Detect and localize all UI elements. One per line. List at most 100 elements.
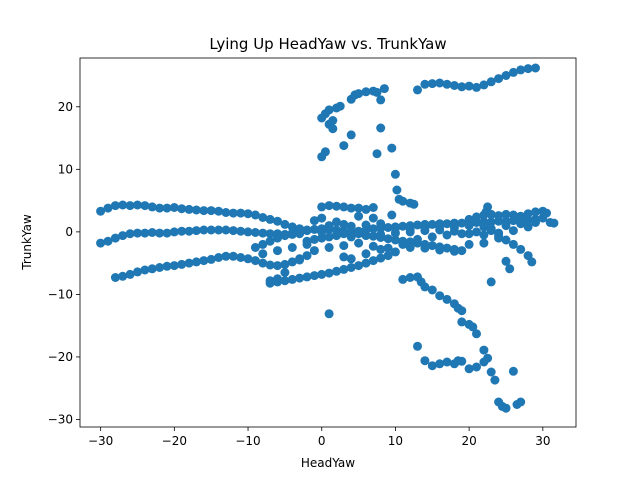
data-point [464,81,474,91]
data-point [372,87,382,97]
data-point [442,243,452,253]
data-point [332,266,341,276]
data-point [457,82,467,92]
data-point [221,225,231,235]
data-point [339,264,349,274]
data-point [542,208,551,218]
data-point [354,261,364,271]
data-point [317,202,327,212]
data-points [96,63,559,413]
data-point [96,238,106,248]
data-point [317,269,327,279]
data-point [258,239,268,249]
data-point [199,256,209,266]
data-point [317,227,327,237]
data-point [346,203,356,213]
data-point [383,243,393,253]
data-point [140,201,150,211]
data-point [206,225,216,235]
data-point [354,238,364,248]
data-point [361,87,371,97]
data-point [457,246,467,256]
data-point [457,218,467,228]
chart-title: Lying Up HeadYaw vs. TrunkYaw [209,35,446,53]
data-point [413,220,422,230]
y-tick-label: −10 [48,287,73,301]
y-tick-label: −30 [48,412,73,426]
data-point [427,79,437,89]
data-point [320,147,330,157]
data-point [508,67,518,77]
data-point [387,210,397,220]
data-point [486,277,496,287]
data-point [376,244,386,254]
x-tick-label: 20 [461,434,476,448]
data-point [243,209,253,219]
data-point [280,219,290,229]
data-point [516,65,526,75]
data-point [368,203,378,212]
data-point [339,141,349,151]
data-point [464,214,474,224]
data-point [169,203,179,212]
data-point [379,84,389,94]
data-point [398,274,408,284]
data-point [118,271,128,281]
data-point [361,204,371,214]
data-point [479,238,489,248]
data-point [501,403,511,413]
data-point [420,79,430,89]
data-point [346,263,356,272]
data-point [324,243,334,252]
data-point [339,252,349,262]
data-point [191,205,201,215]
x-tick-label: −30 [88,434,113,448]
data-point [273,246,282,256]
data-point [368,224,378,234]
data-point [250,210,260,220]
data-point [405,224,415,234]
data-point [199,225,209,235]
data-point [361,258,371,268]
data-point [494,233,504,243]
data-point [392,185,402,195]
plot-frame [79,57,577,428]
data-point [472,212,481,222]
data-point [265,236,275,246]
data-point [184,258,194,268]
data-point [324,309,334,319]
data-point [501,235,511,245]
data-point [354,89,364,99]
data-point [332,201,341,211]
data-point [398,196,408,206]
data-point [486,209,496,219]
x-axis-label: HeadYaw [301,456,355,470]
data-point [346,130,356,140]
data-point [486,367,496,377]
data-point [236,208,246,218]
data-point [191,257,201,267]
data-point [435,359,445,369]
data-point [295,273,305,283]
data-point [442,357,452,367]
data-point [243,227,253,237]
data-point [501,71,511,80]
data-point [162,203,172,213]
data-point [125,201,135,211]
data-point [486,217,496,227]
data-point [435,221,445,231]
data-point [250,228,260,237]
data-point [110,233,120,243]
data-point [479,230,489,240]
data-point [449,223,459,232]
data-point [302,272,312,282]
data-point [228,208,238,218]
data-point [413,85,422,95]
data-point [449,246,459,256]
data-point [508,239,518,249]
data-point [265,214,275,224]
data-point [501,221,511,231]
data-point [302,251,312,261]
data-point [383,223,393,232]
data-point [140,228,150,238]
